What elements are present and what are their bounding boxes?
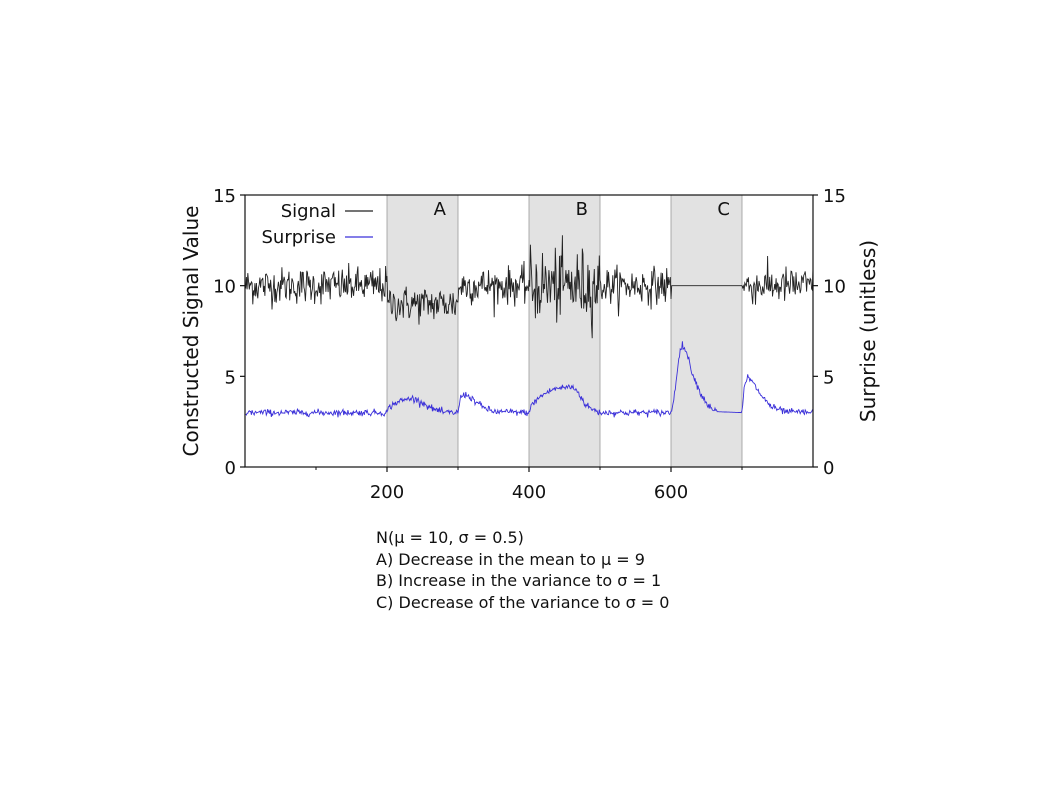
legend-label-signal: Signal — [281, 201, 336, 222]
x-tick-label: 200 — [370, 482, 404, 503]
note-baseline: N(μ = 10, σ = 0.5) — [376, 528, 524, 547]
shaded-region-c — [670, 194, 743, 468]
y-tick-label: 15 — [213, 186, 236, 207]
y2-tick-label: 15 — [823, 186, 846, 207]
y2-tick-label: 0 — [823, 458, 834, 479]
y-tick-label: 0 — [225, 458, 236, 479]
legend-label-surprise: Surprise — [261, 227, 336, 248]
y2-tick-label: 5 — [823, 367, 834, 388]
region-label-c: C — [717, 199, 730, 220]
region-labels: A B C — [434, 199, 730, 220]
note-c: C) Decrease of the variance to σ = 0 — [376, 592, 670, 612]
region-label-b: B — [576, 199, 588, 220]
legend: Signal Surprise — [261, 201, 373, 248]
shaded-regions — [386, 194, 743, 468]
y-tick-label: 5 — [225, 367, 236, 388]
y-tick-label: 10 — [213, 277, 236, 298]
axis-ticks: 200 400 600 0 5 10 15 0 5 10 15 — [213, 186, 846, 503]
series-surprise — [245, 341, 814, 418]
x-tick-label: 400 — [512, 482, 546, 503]
region-label-a: A — [434, 199, 447, 220]
note-b: B) Increase in the variance to σ = 1 — [376, 571, 662, 590]
y2-tick-label: 10 — [823, 277, 846, 298]
series-signal — [245, 235, 814, 339]
shaded-region-a — [386, 194, 459, 468]
note-a: A) Decrease in the mean to μ = 9 — [376, 549, 645, 569]
annotation-notes: N(μ = 10, σ = 0.5) A) Decrease in the me… — [376, 527, 669, 613]
chart: 200 400 600 0 5 10 15 0 5 10 15 A B C Signal Surprise… — [179, 186, 880, 503]
y-axis-label: Constructed Signal Value — [179, 206, 203, 457]
series-layer — [245, 235, 814, 418]
x-tick-label: 600 — [654, 482, 688, 503]
y2-axis-label: Surprise (unitless) — [856, 240, 880, 422]
shaded-region-b — [528, 194, 601, 468]
